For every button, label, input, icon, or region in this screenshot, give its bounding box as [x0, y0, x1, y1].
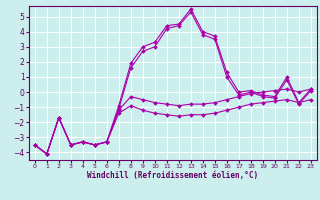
X-axis label: Windchill (Refroidissement éolien,°C): Windchill (Refroidissement éolien,°C)	[87, 171, 258, 180]
